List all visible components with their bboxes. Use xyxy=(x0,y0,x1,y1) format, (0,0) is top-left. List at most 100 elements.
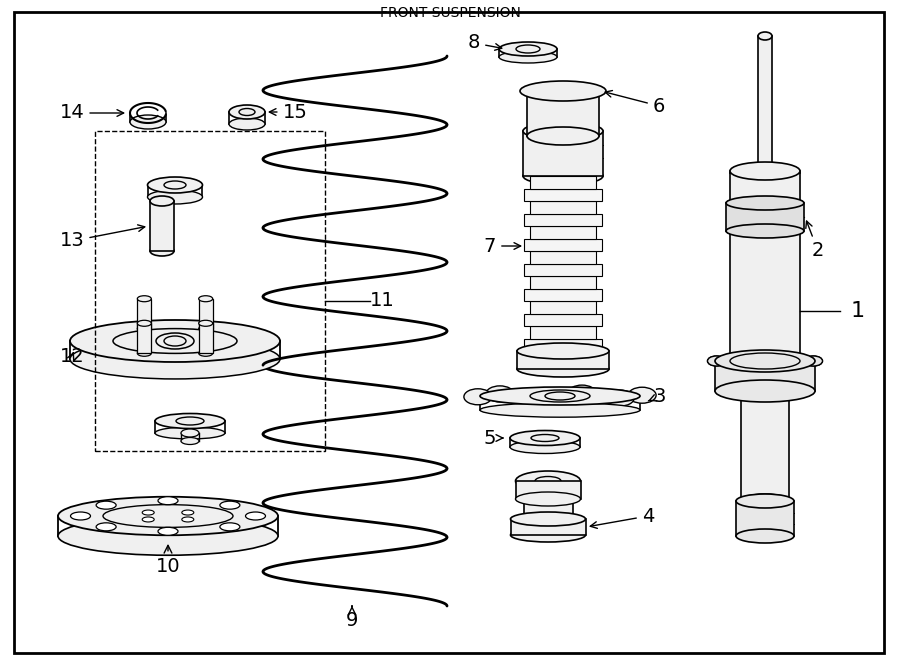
Ellipse shape xyxy=(96,501,116,509)
Ellipse shape xyxy=(229,118,265,130)
Ellipse shape xyxy=(523,167,603,185)
Ellipse shape xyxy=(58,517,278,555)
Ellipse shape xyxy=(730,162,800,180)
Ellipse shape xyxy=(199,295,212,301)
Ellipse shape xyxy=(220,523,240,531)
Ellipse shape xyxy=(545,392,575,400)
Ellipse shape xyxy=(548,86,578,96)
Ellipse shape xyxy=(715,350,815,372)
Bar xyxy=(524,313,602,326)
Bar xyxy=(138,323,151,353)
Text: 13: 13 xyxy=(59,225,145,251)
Text: 14: 14 xyxy=(59,104,123,122)
Ellipse shape xyxy=(480,387,640,405)
Ellipse shape xyxy=(148,177,202,193)
Ellipse shape xyxy=(730,382,800,400)
Ellipse shape xyxy=(199,321,212,327)
Ellipse shape xyxy=(199,326,212,332)
Bar xyxy=(523,131,603,176)
Ellipse shape xyxy=(176,417,204,425)
Ellipse shape xyxy=(715,380,815,402)
Bar xyxy=(524,288,602,301)
Ellipse shape xyxy=(220,501,240,509)
Ellipse shape xyxy=(756,356,774,366)
Bar xyxy=(138,299,151,329)
Ellipse shape xyxy=(736,494,794,508)
Ellipse shape xyxy=(499,51,557,63)
Bar xyxy=(524,214,602,226)
Ellipse shape xyxy=(520,81,606,101)
Ellipse shape xyxy=(164,181,186,189)
Ellipse shape xyxy=(113,329,237,354)
Ellipse shape xyxy=(181,429,199,437)
Ellipse shape xyxy=(756,356,774,366)
Ellipse shape xyxy=(70,339,280,379)
Ellipse shape xyxy=(142,510,154,515)
Text: 1: 1 xyxy=(850,301,865,321)
Bar xyxy=(530,176,596,188)
Ellipse shape xyxy=(138,295,151,301)
Bar xyxy=(524,499,573,519)
Ellipse shape xyxy=(70,512,91,520)
Text: 9: 9 xyxy=(346,606,358,631)
Text: 12: 12 xyxy=(59,346,85,366)
Ellipse shape xyxy=(229,105,265,119)
Text: 2: 2 xyxy=(806,221,824,260)
Ellipse shape xyxy=(138,350,151,356)
Ellipse shape xyxy=(726,224,804,238)
Ellipse shape xyxy=(182,517,194,522)
Text: 3: 3 xyxy=(648,387,666,405)
Bar xyxy=(530,226,596,239)
Text: 11: 11 xyxy=(370,292,394,311)
Ellipse shape xyxy=(155,414,225,428)
Ellipse shape xyxy=(730,353,800,369)
Ellipse shape xyxy=(486,386,514,402)
Ellipse shape xyxy=(499,42,557,56)
Ellipse shape xyxy=(531,434,559,442)
Ellipse shape xyxy=(556,89,570,93)
Bar xyxy=(199,323,212,353)
Ellipse shape xyxy=(758,32,772,40)
Bar xyxy=(95,131,325,451)
Ellipse shape xyxy=(741,494,789,508)
Ellipse shape xyxy=(510,440,580,453)
Bar xyxy=(527,91,599,136)
Ellipse shape xyxy=(707,356,725,366)
Ellipse shape xyxy=(156,333,194,349)
Ellipse shape xyxy=(805,356,823,366)
Ellipse shape xyxy=(517,361,609,377)
Ellipse shape xyxy=(182,510,194,515)
Ellipse shape xyxy=(523,122,603,140)
Ellipse shape xyxy=(516,471,580,491)
Bar xyxy=(199,299,212,329)
Ellipse shape xyxy=(510,430,580,446)
Ellipse shape xyxy=(510,528,586,542)
Ellipse shape xyxy=(805,356,823,366)
Ellipse shape xyxy=(516,45,540,53)
Bar xyxy=(517,351,609,369)
Ellipse shape xyxy=(246,512,266,520)
Ellipse shape xyxy=(606,390,634,406)
Ellipse shape xyxy=(736,529,794,543)
Text: 8: 8 xyxy=(468,34,501,52)
Bar xyxy=(530,276,596,288)
Bar xyxy=(530,251,596,264)
Ellipse shape xyxy=(142,517,154,522)
Bar xyxy=(524,264,602,276)
Ellipse shape xyxy=(138,321,151,327)
Text: 10: 10 xyxy=(156,545,180,576)
Ellipse shape xyxy=(516,492,580,506)
Ellipse shape xyxy=(155,427,225,439)
Ellipse shape xyxy=(726,196,804,210)
Ellipse shape xyxy=(568,385,596,401)
Ellipse shape xyxy=(148,190,202,204)
Ellipse shape xyxy=(741,384,789,398)
Bar xyxy=(741,391,789,501)
Ellipse shape xyxy=(181,438,199,444)
Ellipse shape xyxy=(517,343,609,359)
Ellipse shape xyxy=(103,504,233,527)
Ellipse shape xyxy=(524,391,552,407)
Ellipse shape xyxy=(164,336,186,346)
Text: 4: 4 xyxy=(590,506,654,528)
Ellipse shape xyxy=(70,320,280,362)
